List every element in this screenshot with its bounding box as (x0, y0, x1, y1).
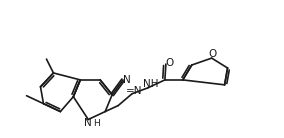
Text: N: N (123, 75, 131, 85)
Text: N: N (84, 118, 92, 128)
Text: H: H (93, 119, 100, 128)
Text: =N: =N (126, 86, 142, 96)
Text: NH: NH (143, 79, 159, 89)
Text: O: O (208, 49, 217, 59)
Text: O: O (166, 58, 174, 68)
